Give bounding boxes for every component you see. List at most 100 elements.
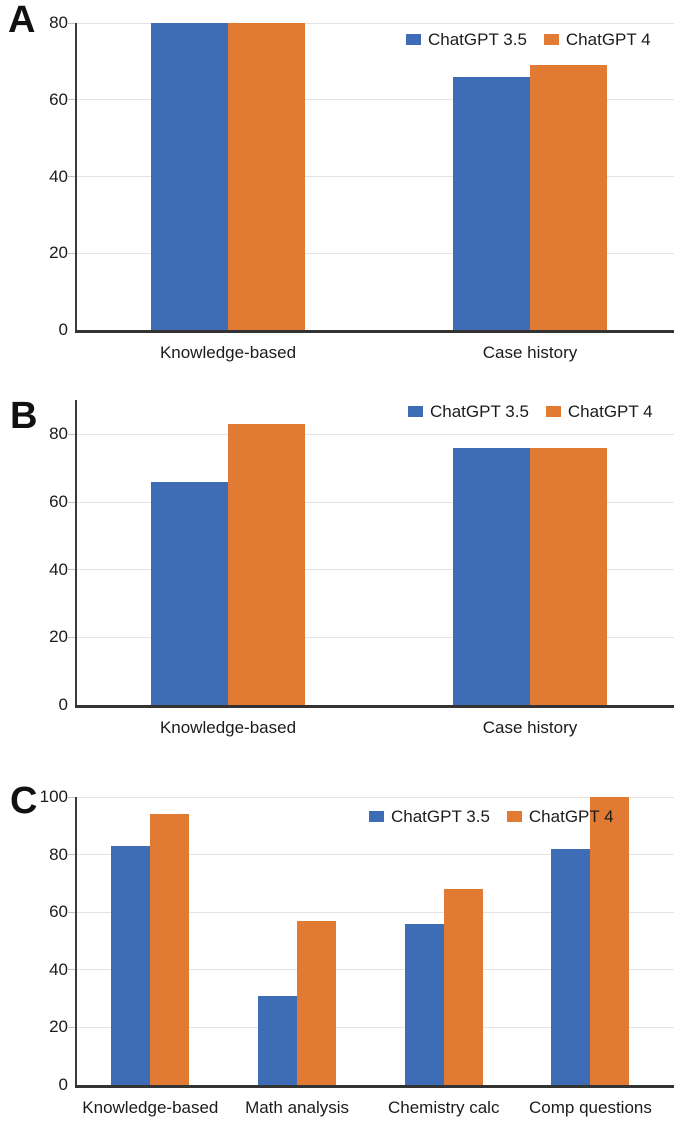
x-axis-line [75, 705, 674, 708]
panel-label: A [8, 0, 36, 41]
bar-chatgpt-4 [228, 424, 305, 705]
gridline [77, 854, 674, 856]
y-tick-label: 40 [49, 959, 68, 979]
bar-chatgpt-4 [530, 65, 607, 330]
bar-chatgpt-3-5 [151, 481, 228, 705]
legend-label-chatgpt-3-5: ChatGPT 3.5 [430, 402, 529, 421]
gridline [77, 911, 674, 913]
y-axis-tick [68, 969, 75, 971]
bar-chatgpt-4 [590, 797, 630, 1085]
y-axis-tick [68, 569, 75, 571]
plot-area [68, 22, 674, 333]
x-category-label: Math analysis [245, 1098, 349, 1117]
y-tick-label: 80 [49, 13, 68, 32]
y-axis-tick [68, 854, 75, 856]
plot-area [68, 796, 674, 1088]
legend-item-chatgpt-3-5: ChatGPT 3.5 [369, 807, 490, 826]
x-category-label: Chemistry calc [388, 1098, 500, 1117]
legend-label-chatgpt-3-5: ChatGPT 3.5 [428, 30, 527, 49]
legend-item-chatgpt-3-5: ChatGPT 3.5 [406, 30, 527, 49]
legend-item-chatgpt-4: ChatGPT 4 [543, 30, 651, 49]
y-axis-line [75, 23, 77, 332]
gridline [77, 636, 674, 638]
bar-chatgpt-3-5 [453, 448, 530, 705]
panel-label: B [10, 395, 38, 437]
y-axis-tick [68, 99, 75, 101]
x-axis-line [75, 330, 674, 333]
gridline [77, 176, 674, 177]
y-tick-label: 0 [58, 1075, 68, 1094]
y-axis-line [75, 797, 77, 1087]
bar-chatgpt-3-5 [111, 845, 151, 1085]
y-axis-tick [68, 1026, 75, 1028]
legend-label-chatgpt-4: ChatGPT 4 [528, 807, 614, 826]
y-axis-tick [68, 252, 75, 254]
chart-panel-c: C ChatGPT 3.5 ChatGPT 4 0 20 40 60 80 100 Know… [0, 755, 674, 1137]
legend: ChatGPT 3.5 ChatGPT 4 [408, 402, 653, 421]
y-tick-label: 100 [39, 787, 68, 806]
legend-label-chatgpt-4: ChatGPT 4 [567, 402, 653, 421]
bar-chatgpt-3-5 [453, 76, 530, 330]
y-axis-tick [68, 636, 75, 638]
y-axis-tick [68, 501, 75, 503]
legend-swatch-chatgpt-4-icon [543, 34, 559, 45]
y-tick-label: 60 [49, 89, 68, 109]
y-tick-label: 20 [49, 243, 68, 263]
legend-item-chatgpt-4: ChatGPT 4 [506, 807, 614, 826]
legend: ChatGPT 3.5 ChatGPT 4 [369, 807, 614, 826]
y-tick-label: 40 [49, 166, 68, 186]
panel-label: C [10, 780, 38, 822]
bar-chatgpt-3-5 [258, 995, 298, 1085]
y-axis-tick [68, 22, 75, 24]
legend-swatch-chatgpt-3-5-icon [369, 811, 384, 822]
bar-chatgpt-4 [530, 448, 607, 705]
gridline [77, 1026, 674, 1028]
y-tick-label: 20 [49, 627, 68, 647]
x-category-label: Knowledge-based [82, 1098, 219, 1117]
chart-panel-b: B ChatGPT 3.5 ChatGPT 4 0 20 40 60 80 Knowled… [0, 375, 674, 755]
legend-item-chatgpt-4: ChatGPT 4 [545, 402, 653, 421]
y-tick-label: 80 [49, 424, 68, 444]
bar-chatgpt-3-5 [151, 23, 228, 330]
gridline [77, 969, 674, 971]
y-axis-tick [68, 176, 75, 177]
y-axis-tick [68, 911, 75, 913]
y-tick-label: 0 [58, 695, 68, 714]
gridline [77, 796, 674, 798]
x-category-label: Case history [482, 718, 578, 737]
chart-panel-a: A ChatGPT 3.5 ChatGPT 4 0 20 40 60 80 Knowled… [0, 0, 674, 375]
x-category-label: Knowledge-based [159, 343, 297, 362]
legend-swatch-chatgpt-3-5-icon [408, 406, 423, 417]
bar-chatgpt-4 [228, 23, 305, 330]
bar-chatgpt-3-5 [404, 923, 444, 1085]
y-axis-line [75, 400, 77, 707]
gridline [77, 99, 674, 101]
gridline [77, 252, 674, 254]
bar-chatgpt-3-5 [551, 848, 591, 1085]
gridline [77, 434, 674, 435]
legend: ChatGPT 3.5 ChatGPT 4 [406, 30, 651, 49]
legend-item-chatgpt-3-5: ChatGPT 3.5 [408, 402, 529, 421]
legend-swatch-chatgpt-4-icon [545, 406, 561, 417]
x-category-label: Case history [482, 343, 578, 362]
plot-area [68, 400, 674, 708]
y-tick-label: 60 [49, 902, 68, 922]
y-tick-label: 60 [49, 492, 68, 512]
gridline [77, 501, 674, 503]
x-category-label: Comp questions [529, 1098, 652, 1117]
bar-chatgpt-4 [150, 814, 190, 1085]
y-tick-label: 20 [49, 1017, 68, 1037]
bar-chatgpt-4 [443, 889, 483, 1085]
y-tick-label: 0 [58, 320, 68, 339]
legend-swatch-chatgpt-4-icon [506, 811, 522, 822]
gridline [77, 569, 674, 571]
legend-label-chatgpt-4: ChatGPT 4 [565, 30, 651, 49]
y-tick-label: 40 [49, 559, 68, 579]
gridline [77, 22, 674, 24]
y-tick-label: 80 [49, 844, 68, 864]
bar-chatgpt-4 [297, 920, 337, 1085]
legend-label-chatgpt-3-5: ChatGPT 3.5 [391, 807, 490, 826]
y-axis-tick [68, 796, 75, 798]
y-axis-tick [68, 434, 75, 435]
